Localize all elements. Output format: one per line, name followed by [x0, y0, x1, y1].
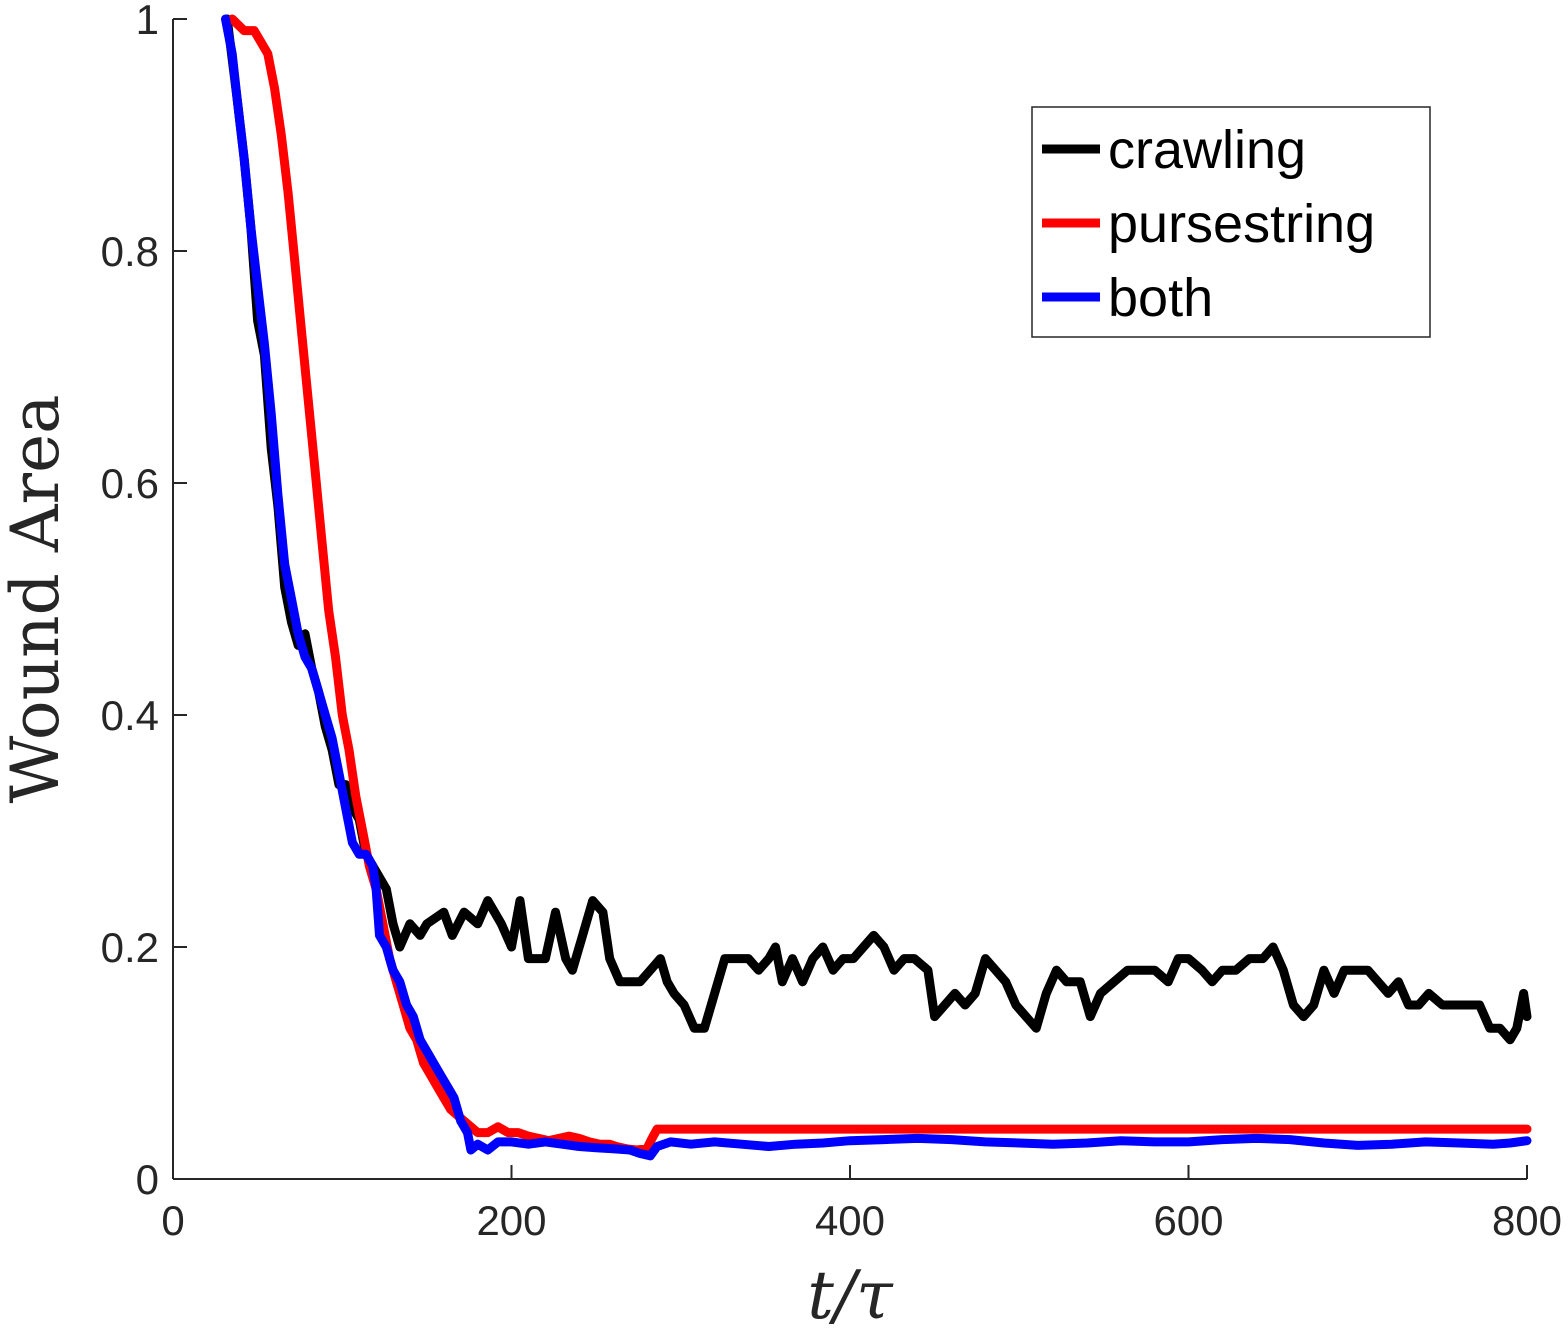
y-tick-label: 0.4 [101, 692, 159, 739]
x-tick-label: 200 [476, 1197, 546, 1244]
y-tick-label: 0.2 [101, 924, 159, 971]
series-line-both [221, 14, 1532, 1161]
x-tick-label: 800 [1492, 1197, 1562, 1244]
y-tick-label: 0.8 [101, 228, 159, 275]
x-tick-label: 400 [815, 1197, 885, 1244]
tick-layer: 0 200 400 600 800 0 0.2 0.4 0.6 0.8 1 [101, 0, 1562, 1244]
x-tick-label: 600 [1153, 1197, 1223, 1244]
y-tick-label: 0.6 [101, 460, 159, 507]
y-tick-label: 1 [136, 0, 159, 43]
legend: crawling pursestring both [1031, 106, 1431, 338]
legend-label-both: both [1108, 268, 1213, 328]
y-axis-label: Wound Area [0, 395, 74, 804]
series-layer [221, 14, 1532, 1161]
y-tick-label: 0 [136, 1156, 159, 1203]
x-axis-label: t/τ [807, 1257, 894, 1334]
legend-label-pursestring: pursestring [1108, 194, 1375, 254]
x-tick-label: 0 [161, 1197, 184, 1244]
series-line-crawling [222, 14, 1532, 1045]
legend-label-crawling: crawling [1108, 120, 1306, 180]
